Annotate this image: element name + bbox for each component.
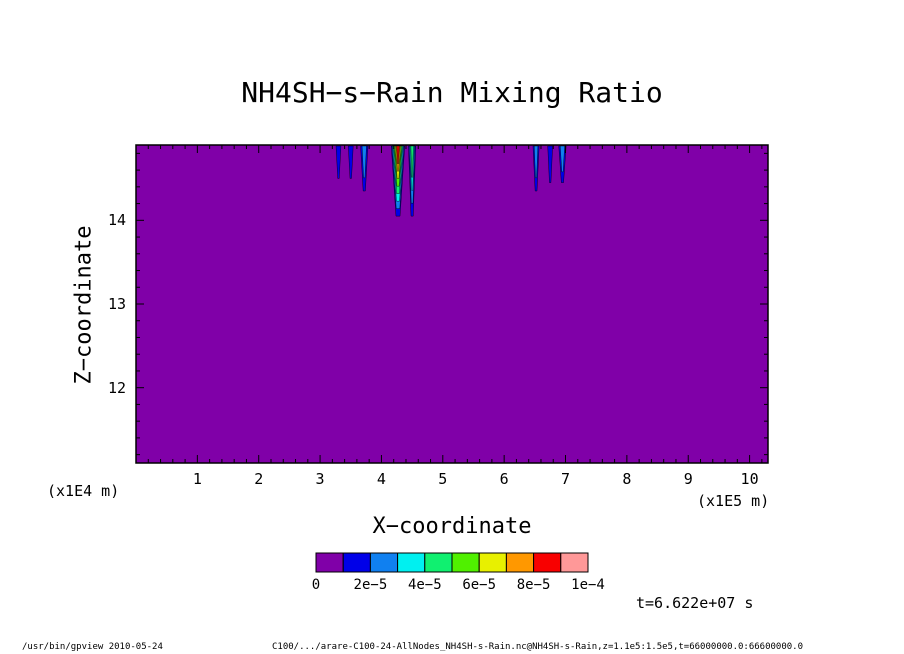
y-tick-label: 14 xyxy=(107,211,126,230)
x-axis-label: X−coordinate xyxy=(372,514,532,539)
contour-feature-6-level-1 xyxy=(547,145,553,183)
contour-features xyxy=(335,145,567,217)
axis-ticks xyxy=(136,145,768,463)
colorbar-tick-label: 1e−4 xyxy=(571,577,605,593)
x-tick-label: 6 xyxy=(499,470,509,488)
contour-feature-5-level-2 xyxy=(534,145,539,179)
chart-title: NH4SH−s−Rain Mixing Ratio xyxy=(241,76,663,109)
colorbar-swatch-8 xyxy=(533,552,562,573)
colorbar-swatch-0 xyxy=(315,552,344,573)
x-tick-label: 1 xyxy=(192,470,202,488)
colorbar-swatch-3 xyxy=(397,552,426,573)
x-tick-label: 9 xyxy=(683,470,693,488)
contour-feature-0-level-1 xyxy=(335,145,342,179)
contour-feature-4-level-4 xyxy=(410,145,414,178)
contour-feature-1-level-1 xyxy=(348,145,354,179)
contour-feature-2-level-2 xyxy=(361,145,367,179)
colorbar-tick-label: 0 xyxy=(311,577,321,593)
contour-feature-3-level-8 xyxy=(396,145,400,164)
x-tick-label: 7 xyxy=(560,470,571,488)
colorbar-swatch-4 xyxy=(424,552,453,573)
time-label: t=6.622e+07 s xyxy=(636,594,754,612)
colorbar-tick-label: 6e−5 xyxy=(462,577,497,593)
colorbar-swatch-5 xyxy=(451,552,480,573)
plot-area xyxy=(136,145,768,463)
y-tick-label: 13 xyxy=(107,295,126,313)
colorbar xyxy=(315,552,589,573)
colorbar-swatch-6 xyxy=(478,552,507,573)
colorbar-tick-label: 8e−5 xyxy=(516,577,551,593)
colorbar-swatch-1 xyxy=(342,552,371,573)
colorbar-swatch-2 xyxy=(369,552,399,573)
x-tick-label: 10 xyxy=(740,470,759,488)
y-axis-unit: (x1E4 m) xyxy=(47,482,120,500)
x-tick-label: 3 xyxy=(315,470,325,488)
colorbar-tick-label: 2e−5 xyxy=(353,577,388,593)
x-tick-label: 8 xyxy=(622,470,632,488)
x-tick-label: 2 xyxy=(254,470,264,488)
x-tick-label: 4 xyxy=(376,470,386,488)
x-axis-unit: (x1E5 m) xyxy=(697,492,770,510)
colorbar-tick-label: 4e−5 xyxy=(407,577,442,593)
footer-right: C100/.../arare-C100-24-AllNodes_NH4SH-s-… xyxy=(272,642,804,652)
contour-feature-7-level-2 xyxy=(560,145,565,173)
footer-left: /usr/bin/gpview 2010-05-24 xyxy=(22,642,163,652)
x-tick-label: 5 xyxy=(438,470,448,488)
colorbar-swatch-7 xyxy=(505,552,535,573)
y-tick-label: 12 xyxy=(107,378,126,397)
colorbar-swatch-9 xyxy=(560,552,589,573)
